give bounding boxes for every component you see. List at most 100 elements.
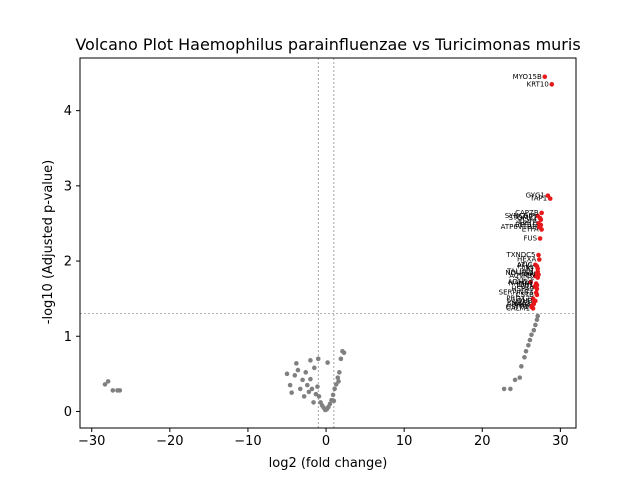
significant-point: [538, 217, 544, 222]
significant-point: [549, 82, 555, 87]
nonsignificant-point: [287, 382, 293, 388]
data-points: [102, 74, 555, 413]
nonsignificant-point: [508, 386, 513, 392]
gene-label: CAPZB: [515, 209, 539, 217]
y-axis-label: -log10 (Adjusted p-value): [41, 160, 56, 324]
gene-label: GYG1: [526, 192, 545, 200]
gene-label: ETFA: [522, 225, 539, 233]
gene-label: ACTR3: [509, 272, 532, 280]
y-tick-label: 2: [64, 255, 72, 270]
nonsignificant-point: [338, 356, 344, 362]
gene-label: FUS: [523, 234, 537, 242]
gene-label: HEXA: [517, 256, 536, 264]
nonsignificant-point: [535, 313, 541, 319]
y-tick-label: 4: [64, 104, 72, 119]
gene-label: TALDO1: [506, 268, 535, 276]
gene-label: ATP6V1B2: [501, 223, 537, 231]
nonsignificant-point: [534, 317, 540, 323]
x-tick-label: 10: [396, 434, 413, 449]
gene-label: PPIB: [514, 301, 530, 309]
nonsignificant-point: [527, 337, 533, 343]
nonsignificant-point: [332, 386, 337, 392]
threshold-lines: [80, 58, 576, 428]
gene-label: IDH1: [517, 281, 534, 289]
axes: −30 −20 −10 0 10 20 30 0 1 2 3 4: [64, 57, 577, 449]
plot-area: [80, 58, 576, 428]
nonsignificant-point: [501, 386, 507, 392]
significant-point: [534, 292, 540, 298]
gene-label: MYO15B: [513, 73, 542, 81]
nonsignificant-point: [517, 375, 523, 380]
nonsignificant-point: [315, 384, 320, 389]
significant-point: [539, 210, 544, 216]
gene-label: TKT: [521, 265, 535, 273]
gene-label: HSPA9: [511, 285, 534, 293]
nonsignificant-point: [308, 358, 313, 363]
gene-label: EEF1G: [515, 221, 538, 229]
gene-label: SERPINB3: [499, 289, 534, 297]
nonsignificant-point: [295, 367, 301, 373]
nonsignificant-point: [311, 400, 316, 405]
nonsignificant-point: [289, 390, 294, 395]
nonsignificant-point: [531, 327, 537, 333]
nonsignificant-point: [306, 389, 312, 395]
gene-label: ATIC: [517, 261, 533, 269]
nonsignificant-point: [337, 370, 342, 375]
nonsignificant-point: [284, 371, 290, 377]
significant-point: [536, 252, 541, 258]
y-tick-label: 0: [64, 405, 72, 420]
nonsignificant-point: [526, 342, 531, 348]
nonsignificant-point: [297, 386, 303, 392]
chart-title: Volcano Plot Haemophilus parainfluenzae …: [75, 35, 580, 54]
nonsignificant-point: [292, 373, 298, 378]
nonsignificant-point: [315, 356, 321, 362]
x-tick-label: −10: [234, 434, 261, 449]
nonsignificant-point: [523, 348, 529, 354]
nonsignificant-point: [325, 360, 330, 365]
gene-label: GSTP1: [506, 303, 529, 311]
y-tick-label: 3: [64, 179, 72, 194]
gene-label: LDHB: [513, 297, 533, 305]
nonsignificant-point: [335, 375, 341, 380]
nonsignificant-point: [512, 377, 518, 383]
x-axis-label: log2 (fold change): [269, 456, 388, 471]
gene-label: GPI: [524, 271, 536, 279]
nonsignificant-point: [294, 361, 299, 366]
significant-point: [535, 275, 541, 280]
nonsignificant-point: [309, 386, 315, 392]
y-tick-label: 1: [64, 330, 72, 345]
nonsignificant-point: [301, 394, 307, 399]
gene-label: CSTB: [516, 291, 535, 299]
significant-point: [536, 257, 542, 262]
gene-label: ANXA3: [507, 300, 531, 308]
plot-background: [80, 58, 576, 428]
significant-point: [528, 279, 533, 285]
x-tick-label: 20: [474, 434, 491, 449]
nonsignificant-point: [533, 322, 538, 328]
gene-label: ADH5: [508, 278, 528, 286]
significant-point: [539, 227, 544, 232]
significant-point: [547, 196, 553, 201]
nonsignificant-point: [316, 394, 322, 399]
nonsignificant-point: [327, 401, 333, 407]
nonsignificant-point: [312, 365, 317, 371]
gene-label: STOML2: [508, 214, 537, 222]
gene-label: SYNCRIP: [505, 212, 535, 220]
gene-label: APRT: [518, 219, 536, 227]
x-tick-label: 30: [552, 434, 569, 449]
gene-label: CALM1: [506, 304, 530, 312]
gene-label: NAMPT: [509, 280, 534, 288]
nonsignificant-point: [330, 392, 336, 398]
gene-label: PSMA1: [507, 298, 531, 306]
nonsignificant-point: [519, 364, 524, 369]
nonsignificant-point: [102, 382, 108, 387]
nonsignificant-point: [336, 379, 341, 384]
gene-label: SRSF1: [516, 216, 538, 224]
gene-label: KRT10: [527, 80, 549, 88]
nonsignificant-point: [300, 377, 305, 383]
gene-label: NDUFS1: [505, 269, 534, 277]
x-tick-label: −30: [78, 434, 105, 449]
nonsignificant-point: [341, 350, 347, 356]
significant-point: [534, 286, 540, 292]
